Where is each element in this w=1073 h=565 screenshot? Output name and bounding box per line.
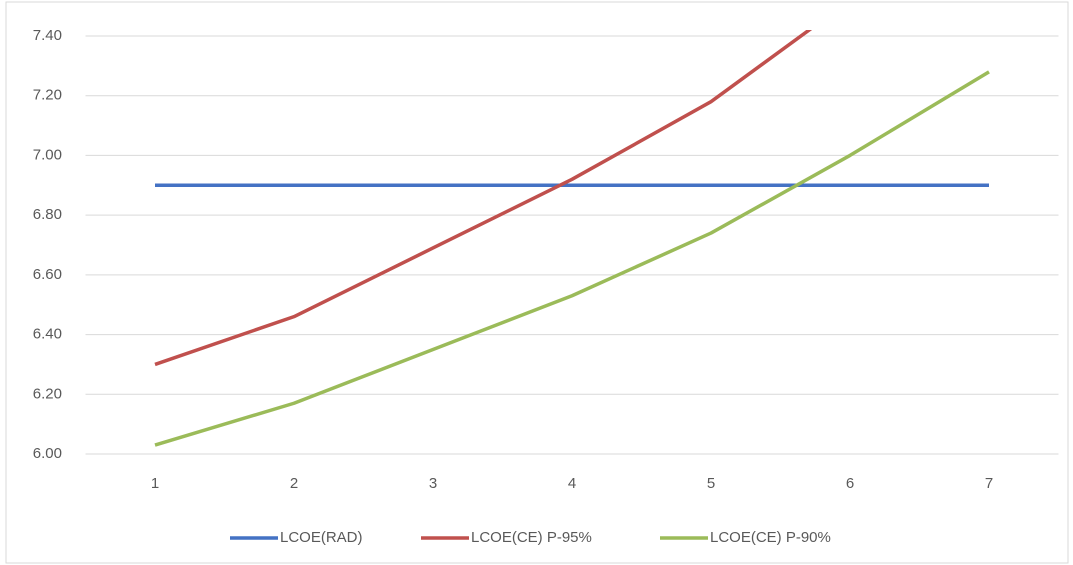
x-tick-label: 1: [151, 475, 159, 492]
x-tick-label: 7: [985, 475, 993, 492]
legend-label: LCOE(CE) P-90%: [710, 529, 831, 546]
chart-frame: [5, 1, 1069, 564]
series-line: [154, 30, 813, 367]
grid: [85, 35, 1059, 455]
y-tick-label: 7.40: [33, 27, 62, 44]
y-tick-label: 7.20: [33, 87, 62, 104]
y-tick-label: 6.20: [33, 385, 62, 402]
x-tick-label: 6: [846, 475, 854, 492]
x-tick-label: 3: [429, 475, 437, 492]
x-tick-label: 2: [290, 475, 298, 492]
y-tick-label: 6.80: [33, 206, 62, 223]
x-tick-label: 4: [568, 475, 576, 492]
y-tick-label: 6.40: [33, 326, 62, 343]
plot-area: [154, 30, 990, 447]
x-tick-label: 5: [707, 475, 715, 492]
series-line: [154, 70, 990, 447]
legend-label: LCOE(CE) P-95%: [471, 529, 592, 546]
legend-label: LCOE(RAD): [280, 529, 363, 546]
y-tick-label: 6.60: [33, 266, 62, 283]
y-tick-label: 6.00: [33, 445, 62, 462]
y-tick-label: 7.00: [33, 146, 62, 163]
